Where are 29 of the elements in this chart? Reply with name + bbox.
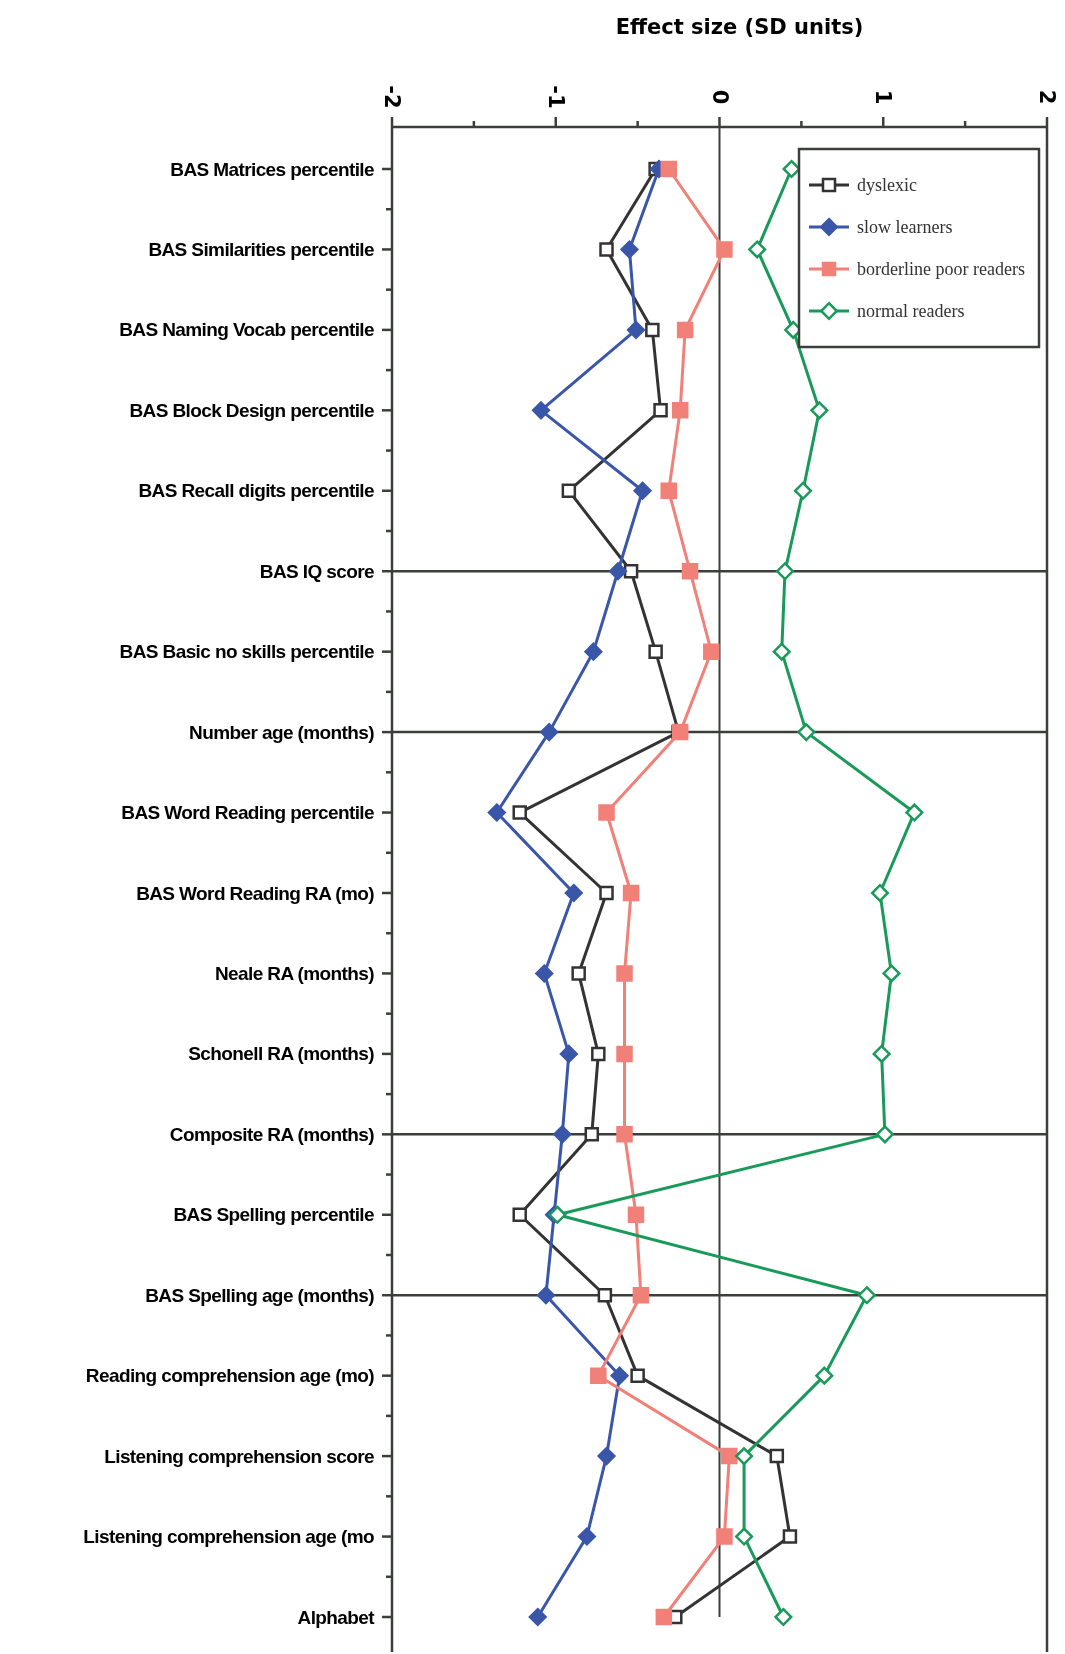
legend-label: dyslexic <box>857 175 917 195</box>
legend-label: normal readers <box>857 301 965 321</box>
x-tick-label: -2 <box>380 85 404 109</box>
legend-label: slow learners <box>857 217 953 237</box>
y-tick-label: Listening comprehension age (mo <box>83 1526 374 1548</box>
y-tick-label: Composite RA (months) <box>169 1123 375 1145</box>
y-tick-label: BAS Word Reading RA (mo) <box>136 882 375 904</box>
y-tick-label: BAS Recall digits percentile <box>138 480 375 502</box>
y-tick-label: Alphabet <box>297 1606 376 1628</box>
y-tick-label: BAS Word Reading percentile <box>121 802 375 824</box>
y-tick-label: Number age (months) <box>189 721 375 743</box>
x-tick-label: 1 <box>871 89 896 105</box>
y-tick-label: BAS Block Design percentile <box>129 399 375 421</box>
y-tick-label: BAS Spelling percentile <box>173 1204 375 1226</box>
x-tick-label: 2 <box>1035 89 1059 105</box>
y-tick-label: Reading comprehension age (mo) <box>85 1365 375 1387</box>
y-tick-label: Listening comprehension score <box>104 1445 375 1467</box>
y-tick-label: BAS Basic no skills percentile <box>119 641 375 663</box>
x-tick-label: -1 <box>543 85 568 109</box>
y-tick-label: BAS Matrices percentile <box>170 158 375 180</box>
y-tick-label: BAS Naming Vocab percentile <box>119 319 375 341</box>
y-tick-label: BAS Similarities percentile <box>148 238 375 260</box>
y-tick-label: BAS Spelling age (months) <box>145 1284 375 1306</box>
legend-label: borderline poor readers <box>857 259 1025 279</box>
x-tick-label: 0 <box>707 89 732 105</box>
y-tick-label: BAS IQ score <box>259 560 375 582</box>
y-tick-label: Schonell RA (months) <box>188 1043 375 1065</box>
y-tick-label: Neale RA (months) <box>214 962 375 984</box>
x-axis-title: Effect size (SD units) <box>615 15 864 39</box>
